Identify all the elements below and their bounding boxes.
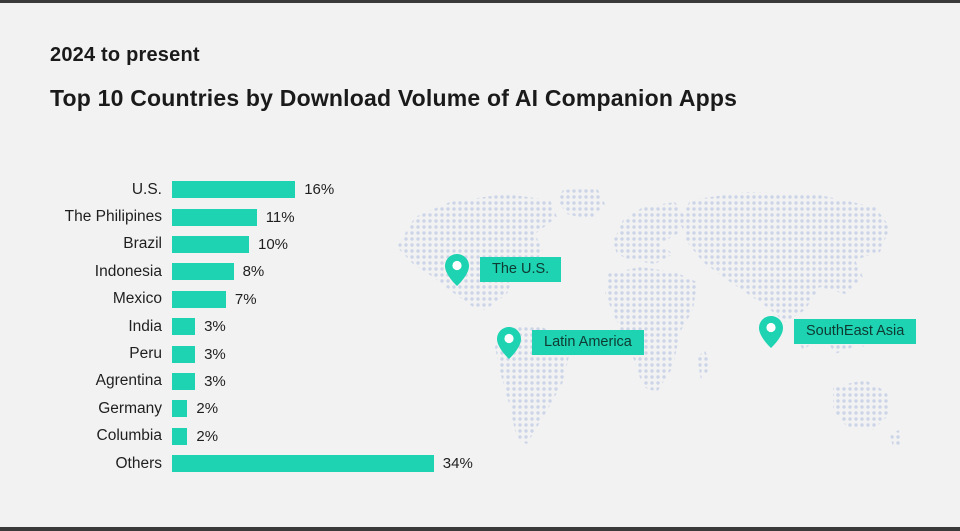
island-new-zealand	[890, 430, 901, 448]
location-pin-icon	[445, 254, 469, 286]
bar	[172, 345, 196, 363]
bar	[172, 455, 434, 473]
bar-value: 2%	[196, 427, 219, 445]
bottom-border	[0, 527, 960, 531]
page-title: Top 10 Countries by Download Volume of A…	[50, 85, 738, 111]
continent-greenland	[557, 188, 605, 220]
bar-label: Indonesia	[94, 262, 162, 280]
bar-row: The Philipines 11%	[50, 203, 520, 230]
bar-row: Others 34%	[50, 450, 520, 477]
continent-asia	[680, 192, 890, 322]
location-pin-icon	[497, 327, 521, 359]
bar-value: 3%	[204, 318, 226, 336]
bar-label: Agrentina	[95, 372, 162, 390]
bar	[172, 427, 188, 445]
pin-label: Latin America	[532, 330, 644, 355]
island-madagascar	[697, 350, 711, 380]
bar-value: 7%	[234, 290, 257, 308]
bar-value: 3%	[204, 372, 226, 390]
bar	[172, 290, 226, 308]
bar	[172, 318, 196, 336]
bar	[172, 208, 257, 226]
continent-north-america	[397, 194, 557, 310]
bar-label: Columbia	[96, 427, 162, 445]
bar-label: Germany	[98, 399, 162, 417]
bar	[172, 181, 296, 199]
bar-row: U.S. 16%	[50, 176, 520, 203]
continent-australia	[833, 380, 890, 430]
location-pin-icon	[759, 316, 783, 348]
pin-label: SouthEast Asia	[794, 319, 917, 344]
bar	[172, 400, 188, 418]
bar-label: The Philipines	[64, 208, 162, 226]
continent-europe	[613, 202, 685, 264]
bar-chart: U.S. 16% The Philipines 11% Brazil 10% I…	[50, 176, 520, 477]
top-border	[0, 0, 960, 3]
bar	[172, 235, 249, 253]
bar-row: Columbia 2%	[50, 423, 520, 450]
bar-row: India 3%	[50, 313, 520, 340]
bar-value: 2%	[196, 400, 219, 418]
bar-row: Indonesia 8%	[50, 258, 520, 285]
bar-value: 16%	[304, 181, 335, 199]
bar-value: 11%	[265, 208, 295, 226]
bar-row: Peru 3%	[50, 340, 520, 367]
bar-label: Mexico	[112, 290, 162, 308]
map-pin-group: SouthEast Asia	[759, 316, 917, 348]
world-map: The U.S. Latin America SouthEast Asia	[385, 182, 917, 472]
bar-value: 10%	[258, 235, 289, 253]
header: 2024 to present Top 10 Countries by Down…	[50, 44, 737, 112]
map-pin-group: The U.S.	[445, 254, 562, 286]
bar-label: U.S.	[131, 180, 162, 198]
bar-label: Brazil	[123, 235, 162, 253]
bar-value: 8%	[242, 263, 265, 281]
continent-africa	[605, 267, 697, 392]
map-pin-group: Latin America	[497, 327, 644, 359]
date-range-subtitle: 2024 to present	[50, 44, 200, 66]
map-overlay: The U.S. Latin America SouthEast Asia	[385, 182, 917, 472]
bar-value: 34%	[442, 455, 473, 473]
bar-row: Brazil 10%	[50, 231, 520, 258]
bar-label: Others	[115, 454, 162, 472]
dotted-world-map	[397, 188, 901, 448]
bar	[172, 372, 196, 390]
bar-value: 3%	[204, 345, 226, 363]
bar	[172, 263, 234, 281]
bar-row: Agrentina 3%	[50, 368, 520, 395]
bar-label: Peru	[129, 345, 162, 363]
bar-row: Germany 2%	[50, 395, 520, 422]
bar-label: India	[128, 317, 162, 335]
pin-label: The U.S.	[480, 257, 562, 282]
bar-row: Mexico 7%	[50, 286, 520, 313]
